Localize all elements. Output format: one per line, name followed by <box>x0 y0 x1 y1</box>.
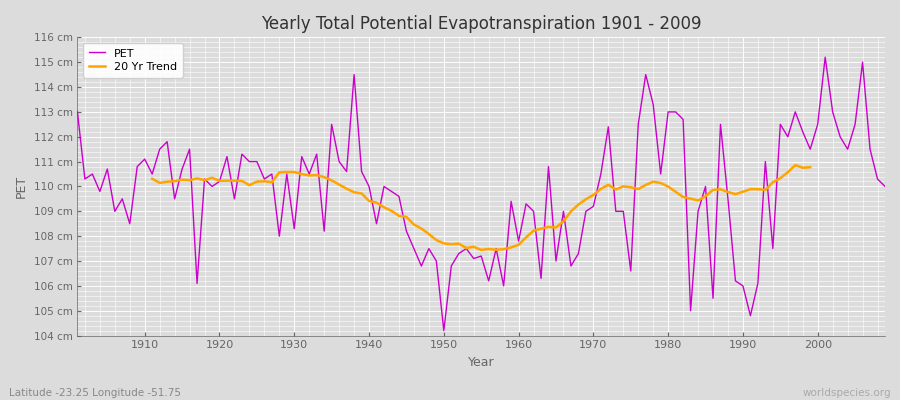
20 Yr Trend <box>282 170 292 174</box>
PET <box>521 202 532 206</box>
PET <box>879 184 890 189</box>
Y-axis label: PET: PET <box>15 175 28 198</box>
Line: 20 Yr Trend: 20 Yr Trend <box>152 165 810 250</box>
20 Yr Trend <box>401 214 412 219</box>
PET <box>296 154 307 159</box>
20 Yr Trend <box>476 248 487 252</box>
20 Yr Trend <box>737 189 748 194</box>
PET <box>341 169 352 174</box>
20 Yr Trend <box>229 178 239 183</box>
20 Yr Trend <box>147 176 158 181</box>
20 Yr Trend <box>805 165 815 170</box>
20 Yr Trend <box>214 178 225 183</box>
Text: worldspecies.org: worldspecies.org <box>803 388 891 398</box>
Legend: PET, 20 Yr Trend: PET, 20 Yr Trend <box>83 43 183 78</box>
PET <box>513 239 524 244</box>
PET <box>438 328 449 333</box>
PET <box>72 110 83 114</box>
PET <box>131 164 142 169</box>
X-axis label: Year: Year <box>468 356 494 369</box>
20 Yr Trend <box>790 163 801 168</box>
Title: Yearly Total Potential Evapotranspiration 1901 - 2009: Yearly Total Potential Evapotranspiratio… <box>261 15 701 33</box>
Text: Latitude -23.25 Longitude -51.75: Latitude -23.25 Longitude -51.75 <box>9 388 181 398</box>
Line: PET: PET <box>77 57 885 331</box>
20 Yr Trend <box>491 247 501 252</box>
PET <box>820 55 831 60</box>
PET <box>610 209 621 214</box>
